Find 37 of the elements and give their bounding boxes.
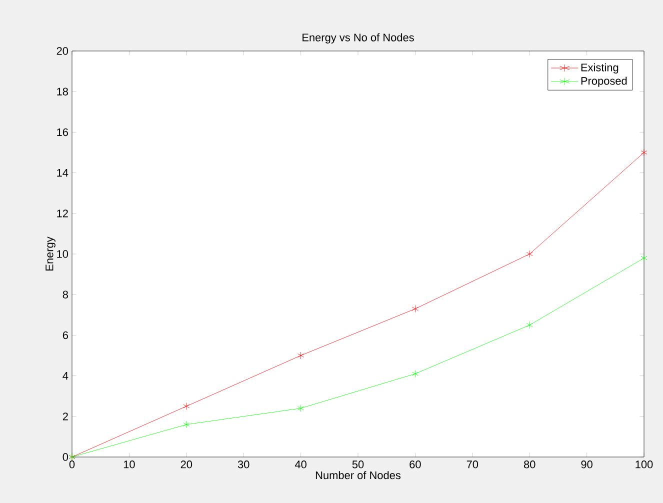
y-tick-label: 6	[62, 331, 68, 340]
y-tick-label: 12	[57, 210, 68, 218]
point	[298, 404, 304, 412]
point	[298, 352, 304, 360]
point	[412, 370, 418, 378]
legend-label: Proposed	[581, 76, 627, 87]
x-tick-label: 20	[180, 460, 192, 468]
y-tick-label: 10	[57, 250, 68, 258]
legend-label: Existing	[581, 63, 618, 74]
y-tick-label: 4	[62, 372, 68, 380]
y-axis-title: Energy	[46, 236, 56, 270]
point	[412, 305, 418, 313]
x-tick-label: 90	[581, 460, 592, 468]
x-axis-title: Number of Nodes	[316, 471, 401, 480]
x-tick-label: 70	[466, 460, 478, 468]
x-tick-label: 40	[294, 460, 306, 468]
y-tick-label: 8	[62, 290, 68, 298]
x-tick-label: 30	[238, 460, 250, 468]
x-tick-label: 10	[124, 460, 135, 468]
x-tick-label: 100	[636, 460, 653, 468]
x-tick-label: 80	[524, 460, 536, 468]
x-tick-label: 0	[69, 460, 75, 468]
chart-title: Energy vs No of Nodes	[302, 33, 414, 44]
y-tick-label: 2	[62, 412, 68, 420]
y-tick-label: 14	[57, 169, 68, 177]
y-tick-label: 18	[57, 88, 68, 96]
x-tick-label: 50	[352, 460, 364, 468]
x-tick-label: 60	[410, 460, 421, 468]
point	[640, 254, 648, 262]
point	[640, 148, 648, 156]
y-tick-label: 16	[57, 128, 68, 136]
point	[183, 420, 190, 428]
point	[526, 250, 533, 258]
y-tick-label: 20	[56, 47, 68, 55]
point	[526, 321, 533, 329]
point	[183, 402, 190, 410]
y-tick-label: 0	[62, 453, 68, 461]
